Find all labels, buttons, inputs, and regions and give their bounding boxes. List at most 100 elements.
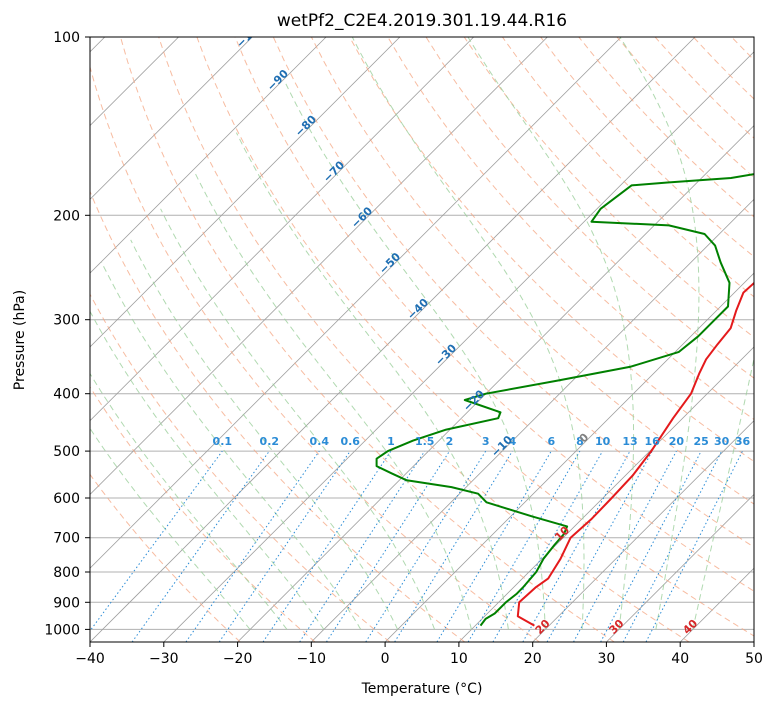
mixing-ratio-line: [394, 450, 513, 642]
isotherm-line: [90, 37, 253, 200]
moist-adiabat-line: [194, 173, 472, 630]
dry-adiabat-line: [272, 37, 754, 548]
mixing-ratio-label: 8: [576, 435, 584, 448]
mixing-ratio-label: 36: [735, 435, 751, 448]
dry-adiabat-line: [90, 65, 540, 642]
moist-adiabat-line: [235, 132, 509, 630]
dry-adiabat-line: [387, 37, 754, 421]
y-tick-label: 700: [53, 531, 80, 547]
mixing-ratio-label: 0.2: [260, 435, 280, 448]
mixing-ratio-line: [218, 450, 351, 642]
x-tick-label: −30: [149, 651, 179, 667]
y-tick-label: 800: [53, 565, 80, 581]
sounding-profiles: [375, 173, 754, 627]
dry-adiabat-line: [310, 37, 754, 505]
mixing-ratio-line: [185, 450, 320, 642]
mixing-ratio-label: 25: [694, 435, 709, 448]
mixing-ratio-label: 1.5: [415, 435, 435, 448]
isotherm-line: [384, 272, 754, 642]
mixing-ratio-line: [365, 450, 487, 642]
x-tick-label: 40: [671, 651, 689, 667]
mixing-ratio-label: 4: [509, 435, 517, 448]
isotherm-line: [532, 420, 754, 642]
mixing-ratio-label: 0.4: [310, 435, 330, 448]
mixing-ratio-label: 6: [547, 435, 555, 448]
dry-adiabat-line: [463, 37, 754, 338]
mixing-ratio-label: 3: [482, 435, 490, 448]
y-tick-label: 400: [53, 387, 80, 403]
temperature-line: [516, 281, 754, 627]
moist-adiabat-line: [130, 239, 399, 630]
x-tick-label: −40: [75, 651, 105, 667]
isotherm-line: [90, 37, 401, 348]
moist-adiabat-line: [160, 208, 436, 630]
x-tick-label: 0: [381, 651, 390, 667]
x-tick-label: 10: [450, 651, 468, 667]
dry-adiabat-line: [234, 37, 754, 592]
mixing-ratio-label: 20: [669, 435, 685, 448]
moist-adiabat-line: [285, 83, 546, 630]
mixing-ratio-line: [573, 450, 677, 642]
chart-title: wetPf2_C2E4.2019.301.19.44.R16: [277, 11, 567, 31]
dry-adiabat-line: [90, 293, 391, 642]
moist-adiabat-line: [90, 310, 325, 630]
isotherm-line: [163, 51, 754, 642]
y-tick-label: 500: [53, 444, 80, 460]
isotherm-line: [90, 37, 622, 569]
mixing-ratio-label: 10: [595, 435, 611, 448]
moist-adiabat-line: [692, 356, 754, 630]
dry-adiabat-line: [425, 37, 754, 379]
isotherm-line: [237, 125, 754, 642]
x-tick-label: −10: [297, 651, 327, 667]
dry-adiabat-line: [196, 37, 754, 637]
isotherm-line: [311, 198, 754, 642]
y-tick-label: 600: [53, 491, 80, 507]
mixing-ratio-line: [546, 450, 653, 642]
dry-adiabat-line: [90, 386, 316, 642]
mixing-ratio-line: [436, 450, 552, 642]
mixing-ratio-label: 2: [446, 435, 454, 448]
dry-adiabat-line: [158, 37, 690, 642]
isotherm-line: [90, 37, 696, 642]
y-axis-label: Pressure (hPa): [12, 290, 28, 390]
dewpoint-line: [375, 173, 754, 627]
moist-adiabat-line: [90, 427, 251, 630]
dry-adiabat-line: [90, 473, 241, 642]
isotherm-line: [90, 37, 327, 274]
background-lines: [90, 37, 754, 642]
mixing-ratio-label: 0.1: [213, 435, 233, 448]
mixing-ratio-line: [522, 450, 631, 642]
moist-adiabat-line: [351, 37, 585, 630]
x-tick-label: 30: [597, 651, 615, 667]
x-tick-label: 50: [745, 651, 763, 667]
moist-adiabat-line: [90, 372, 288, 630]
dry-adiabat-line: [90, 190, 466, 642]
isotherm-line: [606, 493, 754, 642]
mixing-ratio-line: [492, 450, 604, 642]
y-tick-label: 300: [53, 313, 80, 329]
isotherm-line: [90, 37, 548, 495]
dry-adiabat-line: [120, 37, 615, 642]
moist-adiabat-line: [101, 262, 362, 630]
isotherm-line: [458, 346, 754, 642]
y-tick-label: 900: [53, 595, 80, 611]
mixing-ratio-label: 30: [714, 435, 730, 448]
plot-frame: [89, 36, 755, 643]
isotherm-line: [90, 37, 474, 422]
mixing-ratio-line: [467, 450, 581, 642]
axis-ticks: −40 −30 −20 −10 0 10 20 30 40 5010020030040050060…: [44, 30, 763, 667]
dry-adiabat-line: [349, 37, 754, 463]
y-tick-label: 200: [53, 208, 80, 224]
x-axis-label: Temperature (°C): [361, 681, 483, 697]
y-tick-label: 1000: [44, 622, 80, 638]
moist-adiabat-line: [619, 37, 700, 630]
y-tick-label: 100: [53, 30, 80, 46]
x-tick-label: −20: [223, 651, 253, 667]
x-tick-label: 20: [524, 651, 542, 667]
mixing-ratio-label: 0.6: [340, 435, 360, 448]
mixing-ratio-label: 16: [645, 435, 661, 448]
mixing-ratio-label: 13: [622, 435, 637, 448]
mixing-ratio-label: 1: [387, 435, 395, 448]
